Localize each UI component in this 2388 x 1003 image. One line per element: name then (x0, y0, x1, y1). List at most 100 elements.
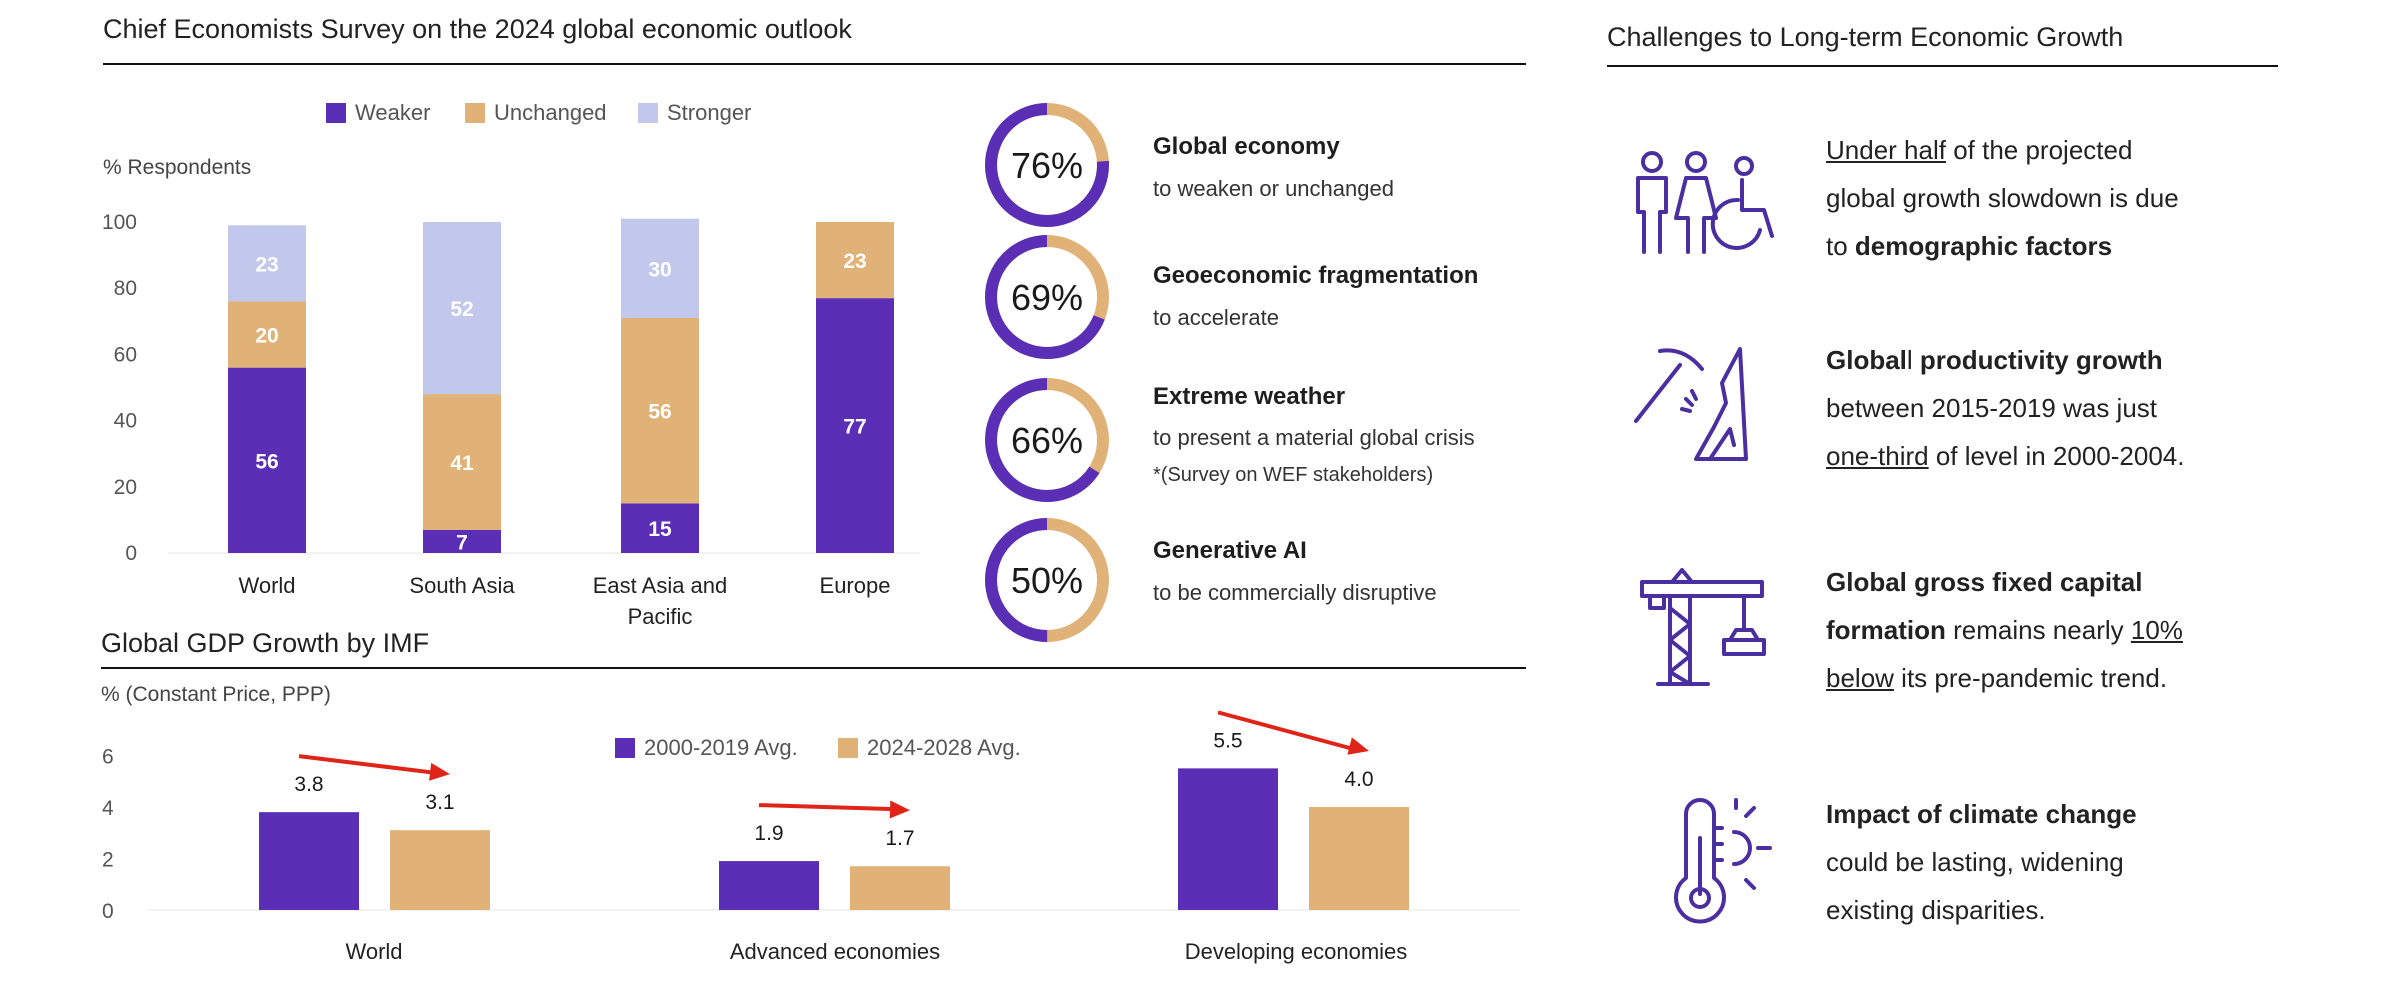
data-label: 3.1 (425, 791, 454, 814)
gdp-legend-proj-label: 2024-2028 Avg. (867, 735, 1021, 760)
bar-unchanged (621, 317, 699, 504)
bar-weaker (228, 367, 306, 553)
data-label: 56 (648, 401, 671, 424)
stat-1-title: Global economy (1153, 133, 1340, 160)
y-tick-label: 40 (114, 410, 137, 433)
stat-1-sub: to weaken or unchanged (1153, 176, 1394, 201)
trend-arrow-head (1347, 737, 1369, 755)
trend-arrow-head (429, 762, 450, 781)
stat-4-title: Generative AI (1153, 537, 1307, 564)
crane-icon (1640, 568, 1766, 686)
donut-stats: 76% 69% 66% 50% (985, 103, 1109, 642)
bar-stronger (423, 222, 501, 395)
challenge-1-content: Under half of the projected global growth… (1826, 135, 2179, 261)
challenge-4-text: Impact of climate change could be lasting… (1826, 790, 2246, 934)
y-tick-label: 2 (102, 849, 114, 872)
data-label: 23 (843, 250, 866, 273)
category-label: South Asia (409, 573, 515, 598)
bar-unchanged (423, 394, 501, 530)
challenge-2-text: Globall productivity growth between 2015-… (1826, 336, 2246, 480)
challenge-text-segment: formation (1826, 615, 1946, 645)
y-tick-label: 20 (114, 476, 137, 499)
trend-arrow-line (1217, 710, 1358, 752)
challenge-text-segment: one-third (1826, 441, 1929, 471)
stat-3-note: *(Survey on WEF stakeholders) (1153, 464, 1434, 486)
legend-weaker: Weaker (326, 100, 430, 126)
legend-unchanged-swatch (465, 103, 485, 123)
data-label: 20 (255, 325, 278, 348)
challenge-text-segment: of level in 2000-2004. (1928, 441, 2185, 471)
challenge-1-text: Under half of the projected global growth… (1826, 126, 2246, 270)
challenge-text-segment: between 2015-2019 was just (1826, 393, 2158, 423)
survey-ylabel: % Respondents (103, 156, 252, 179)
challenge-text-segment: of the projected (1945, 135, 2133, 165)
y-tick-label: 60 (114, 343, 137, 366)
category-label: Advanced economies (730, 939, 940, 964)
challenge-text-segment: existing disparities. (1826, 895, 2046, 925)
bar-projected (1309, 807, 1409, 910)
challenge-text-segment: Global gross fixed capital (1826, 567, 2143, 597)
gdp-legend-hist-swatch (615, 738, 635, 758)
survey-title: Chief Economists Survey on the 2024 glob… (103, 14, 852, 44)
legend-unchanged: Unchanged (465, 100, 607, 126)
trend-arrow-line (298, 754, 439, 776)
data-label: 41 (450, 452, 474, 475)
donut-percent-label: 50% (1011, 560, 1083, 601)
challenge-text-segment: 10% (2130, 615, 2183, 645)
challenge-text-segment: productivity growth (1912, 345, 2163, 375)
category-label: Pacific (628, 604, 693, 629)
gdp-ylabel: % (Constant Price, PPP) (101, 683, 331, 706)
bar-projected (390, 830, 490, 910)
challenge-3-content: Global gross fixed capital formation rema… (1826, 567, 2183, 693)
data-label: 7 (456, 531, 468, 554)
challenge-2-content: Globall productivity growth between 2015-… (1826, 345, 2184, 471)
challenges-title-rule (1607, 65, 2278, 67)
bar-weaker (621, 503, 699, 553)
stat-3-title: Extreme weather (1153, 383, 1346, 410)
gdp-legend-hist-label: 2000-2019 Avg. (644, 735, 798, 760)
thermometer-icon (1674, 798, 1772, 924)
donut-value-arc (985, 378, 1109, 502)
bar-unchanged (816, 222, 894, 299)
donut-value-arc (985, 103, 1109, 227)
bar-weaker (423, 529, 501, 553)
y-tick-label: 4 (102, 797, 114, 820)
challenge-3-text: Global gross fixed capital formation rema… (1826, 558, 2246, 702)
data-label: 4.0 (1344, 768, 1373, 791)
bar-weaker (816, 298, 894, 553)
legend-stronger: Stronger (638, 100, 751, 126)
challenge-text-segment: below (1826, 663, 1894, 693)
survey-title-rule (103, 63, 1526, 65)
legend-unchanged-label: Unchanged (494, 100, 607, 125)
y-tick-label: 6 (102, 746, 114, 769)
legend-weaker-label: Weaker (355, 100, 431, 125)
challenge-4-content: Impact of climate change could be lasting… (1826, 799, 2137, 925)
stat-2-title: Geoeconomic fragmentation (1153, 262, 1479, 289)
legend-weaker-swatch (326, 103, 346, 123)
y-tick-label: 80 (114, 277, 137, 300)
challenges-title: Challenges to Long-term Economic Growth (1607, 22, 2124, 52)
data-label: 1.7 (885, 827, 914, 850)
donut-percent-label: 76% (1011, 145, 1083, 186)
stat-2-sub: to accelerate (1153, 305, 1279, 330)
data-label: 52 (450, 298, 473, 321)
bar-historical (719, 861, 819, 910)
people-icon (1636, 151, 1774, 254)
data-label: 23 (255, 253, 278, 276)
donut-percent-label: 69% (1011, 277, 1083, 318)
bar-projected (850, 866, 950, 910)
challenge-text-segment: global growth slowdown is due (1826, 183, 2179, 213)
challenge-text-segment: its pre-pandemic trend. (1893, 663, 2168, 693)
y-tick-label: 0 (102, 900, 114, 923)
bar-stronger (228, 225, 306, 302)
gdp-title-rule (101, 667, 1526, 669)
stat-3-sub: to present a material global crisis (1153, 425, 1475, 450)
challenge-text-segment: remains nearly (1945, 615, 2131, 645)
data-label: 3.8 (294, 773, 323, 796)
legend-stronger-swatch (638, 103, 658, 123)
donut-value-arc (985, 235, 1109, 359)
legend-stronger-label: Stronger (667, 100, 752, 125)
bar-historical (1178, 768, 1278, 910)
challenge-text-segment: could be lasting, widening (1826, 847, 2124, 877)
data-label: 1.9 (754, 822, 783, 845)
